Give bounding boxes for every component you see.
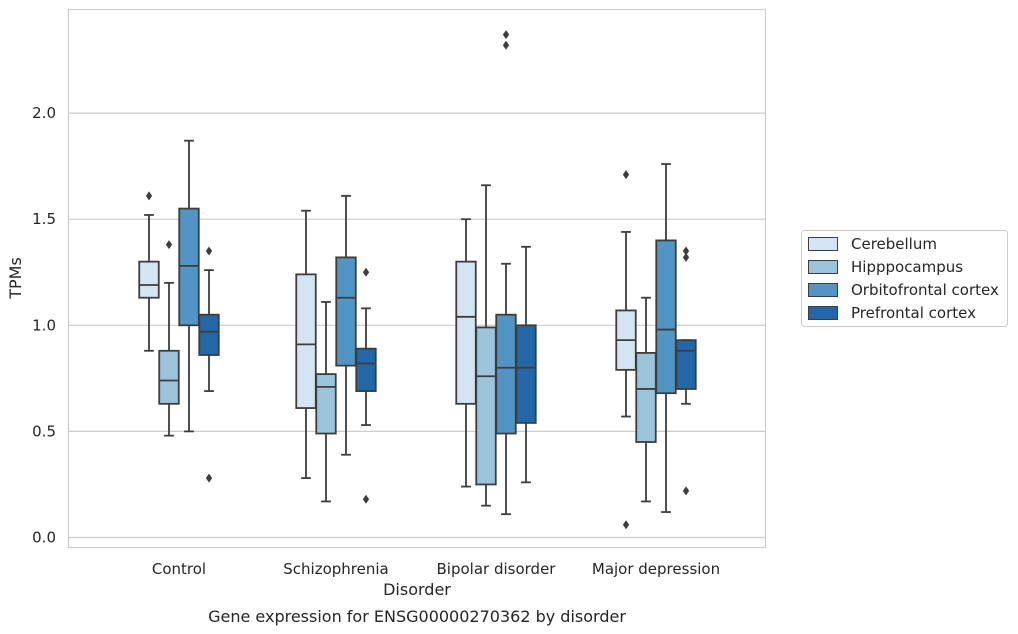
box-orbitofrontal-cortex [335,194,357,456]
box-hipppocampus [315,301,337,503]
iqr-box [138,260,160,299]
x-tick-label: Schizophrenia [283,560,388,578]
legend-swatch [808,283,838,297]
x-tick-label: Bipolar disorder [437,560,557,578]
y-tick-label: 0.0 [32,529,56,547]
legend-label: Prefrontal cortex [851,304,976,322]
outlier-point [502,40,510,50]
iqr-box [495,313,517,435]
box-cerebellum [138,191,160,352]
iqr-box [178,207,200,327]
outlier-point [682,252,690,262]
box-prefrontal-cortex [675,246,697,496]
iqr-box [335,256,357,367]
iqr-box [655,239,677,395]
box-hipppocampus [635,296,657,503]
iqr-box [158,349,180,405]
iqr-box [515,324,537,424]
y-tick-label: 1.5 [32,210,56,228]
outlier-point [165,240,173,250]
iqr-box [475,326,497,486]
box-cerebellum [295,209,317,479]
outlier-point [362,494,370,504]
plot-frame [67,8,767,549]
chart-caption: Gene expression for ENSG00000270362 by d… [208,607,626,626]
outlier-point [205,473,213,483]
y-tick-label: 2.0 [32,104,56,122]
iqr-box [198,313,220,356]
iqr-box [675,339,697,390]
outlier-point [362,267,370,277]
box-hipppocampus [158,240,180,437]
box-orbitofrontal-cortex [178,139,200,433]
iqr-box [355,347,377,392]
legend: Cerebellum Hipppocampus Orbitofrontal cort… [801,230,1008,327]
iqr-box [315,373,337,435]
y-tick-label: 1.0 [32,316,56,334]
iqr-box [455,260,477,405]
x-tick-label: Control [152,560,206,578]
y-axis-label: TPMs [6,257,25,300]
box-prefrontal-cortex [515,245,537,484]
box-cerebellum [455,218,477,488]
outlier-point [145,191,153,201]
legend-swatch [808,260,838,274]
y-tick-label: 0.5 [32,422,56,440]
x-tick-label: Major depression [592,560,720,578]
outlier-point [502,30,510,40]
legend-swatch [808,237,838,251]
legend-label: Orbitofrontal cortex [851,281,999,299]
iqr-box [635,351,657,443]
y-tick-labels: 0.0 0.5 1.0 1.5 2.0 [32,104,56,546]
outlier-point [622,170,630,180]
box-hipppocampus [475,184,497,507]
outlier-point [682,486,690,496]
box-orbitofrontal-cortex [495,30,517,516]
legend-label: Cerebellum [851,235,937,253]
outlier-point [622,520,630,530]
box-orbitofrontal-cortex [655,163,677,513]
legend-swatch [808,306,838,320]
iqr-box [295,273,317,409]
x-tick-labels: Control Schizophrenia Bipolar disorder Majo… [152,560,720,578]
outlier-point [682,246,690,256]
box-prefrontal-cortex [198,246,220,483]
legend-frame [801,230,1008,327]
outlier-point [205,246,213,256]
box-prefrontal-cortex [355,267,377,504]
box-cerebellum [615,170,637,530]
legend-label: Hipppocampus [851,258,963,276]
x-axis-label: Disorder [383,580,451,599]
box-layer [138,30,697,530]
